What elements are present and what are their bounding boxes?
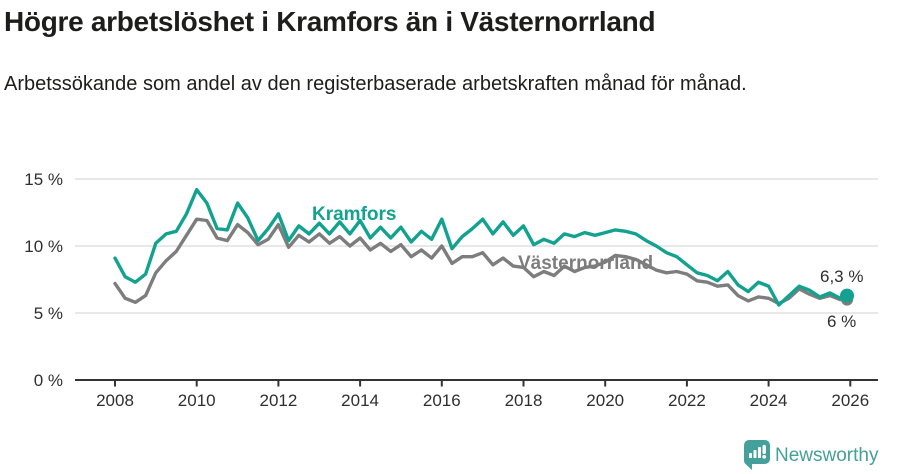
x-tick-label: 2008 (96, 391, 134, 410)
series-line-västernorrland (113, 217, 849, 306)
page-subtitle: Arbetssökande som andel av den registerb… (4, 73, 747, 95)
end-value-label-kramfors: 6,3 % (820, 267, 863, 286)
x-tick-label: 2026 (831, 391, 869, 410)
x-tick-label: 2024 (750, 391, 788, 410)
y-tick-label: 0 % (34, 371, 63, 390)
page-title: Högre arbetslöshet i Kramfors än i Väste… (4, 6, 656, 37)
unemployment-line-chart: 0 % 5 % 10 % 15 % 2008 2010 2012 2014 2016 2018 20… (24, 170, 878, 410)
newsworthy-logo: Newsworthy (743, 440, 879, 470)
newsworthy-logo-icon (743, 440, 770, 470)
x-tick-label: 2010 (178, 391, 216, 410)
newsworthy-brand-text: Newsworthy (775, 445, 879, 466)
series-label-kramfors: Kramfors (312, 204, 396, 225)
y-tick-label: 5 % (34, 304, 63, 323)
end-value-label-västernorrland: 6 % (827, 312, 856, 331)
x-tick-label: 2016 (423, 391, 461, 410)
x-tick-label: 2014 (341, 391, 379, 410)
x-tick-label: 2018 (505, 391, 543, 410)
x-tick-label: 2020 (586, 391, 624, 410)
x-tick-label: 2012 (259, 391, 297, 410)
series-line-kramfors (113, 188, 849, 307)
chart-area: 0 % 5 % 10 % 15 % 2008 2010 2012 2014 2016 2018 20… (0, 160, 900, 430)
end-dot-kramfors (840, 288, 855, 303)
x-tick-label: 2022 (668, 391, 706, 410)
series-label-västernorrland: Västernorrland (518, 253, 653, 274)
y-tick-label: 15 % (24, 170, 63, 189)
y-tick-label: 10 % (24, 237, 63, 256)
